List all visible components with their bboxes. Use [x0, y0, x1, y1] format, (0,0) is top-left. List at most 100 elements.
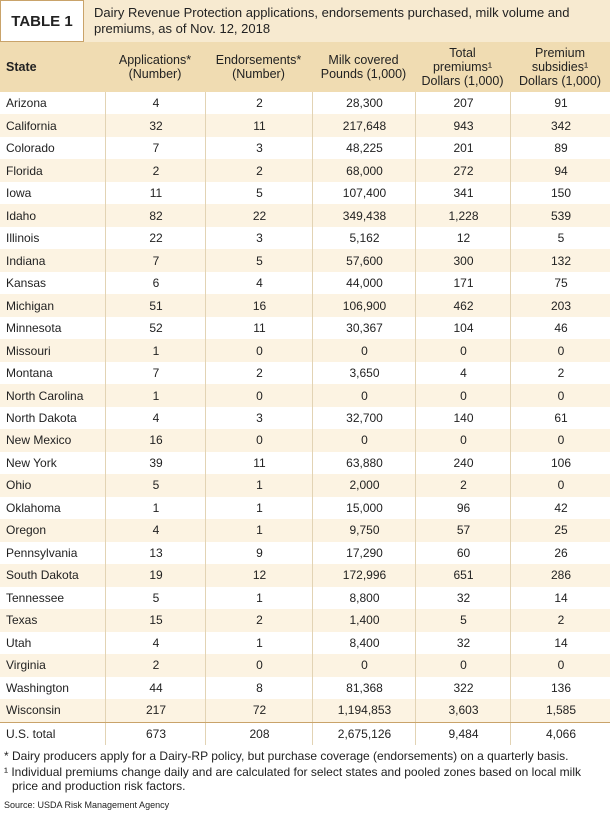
table-cell: 46: [510, 316, 610, 340]
table-row: Oregon 4 1 9,750 57 25: [0, 519, 610, 542]
table-cell: 16: [105, 429, 206, 452]
table-cell: 42: [510, 496, 610, 520]
table-cell: 4: [105, 406, 206, 430]
table-cell: 32,700: [312, 406, 416, 430]
table-cell: 19: [105, 564, 206, 587]
column-header: Milk covered Pounds (1,000): [312, 42, 415, 92]
table-cell: 7: [105, 136, 206, 160]
table-cell: 140: [415, 406, 511, 430]
state-name: Iowa: [6, 186, 32, 201]
state-name: Minnesota: [6, 321, 62, 336]
table-cell: 6: [105, 271, 206, 295]
table-cell: 1: [205, 474, 313, 497]
table-row: Tennessee 5 1 8,800 32 14: [0, 586, 610, 610]
table-cell: 1: [205, 496, 313, 520]
table-cell: 17,290: [312, 541, 416, 565]
table-cell: 171: [415, 271, 511, 295]
header-row: State Applications* (Number) Endorsements*(…: [0, 42, 610, 92]
table-cell: 9,750: [312, 519, 416, 542]
table-cell: 2: [510, 609, 610, 632]
table-cell: 106,900: [312, 294, 416, 317]
table-row: Idaho 82 22 349,438 1,228 539: [0, 204, 610, 227]
table-row: New York 39 11 63,880 240 106: [0, 451, 610, 475]
state-name: Idaho: [6, 208, 37, 223]
table-cell: 0: [415, 654, 511, 677]
table-cell: 7: [105, 361, 206, 385]
table-row: Wisconsin 217 72 1,194,853 3,603 1,585: [0, 699, 610, 722]
state-name: Missouri: [6, 343, 51, 358]
table-cell: 5: [510, 226, 610, 250]
table-cell: 3: [205, 406, 313, 430]
table-cell: 39: [105, 451, 206, 475]
table-cell: 3: [205, 136, 313, 160]
table-cell: 0: [510, 474, 610, 497]
table-cell: 2: [105, 159, 206, 182]
table-cell: 4: [105, 631, 206, 655]
table-cell: 2,000: [312, 474, 416, 497]
table-cell: 57,600: [312, 249, 416, 272]
table-row: Minnesota 52 11 30,367 104 46: [0, 316, 610, 340]
state-name: North Dakota: [6, 410, 77, 425]
table-cell: 0: [510, 429, 610, 452]
footnote: * Dairy producers apply for a Dairy-RP p…: [4, 749, 569, 763]
table-cell: 286: [510, 564, 610, 587]
column-header: State: [0, 42, 111, 92]
table-cell: 5: [105, 586, 206, 610]
table-cell: 57: [415, 519, 511, 542]
table-cell: 5: [415, 609, 511, 632]
table-cell: 150: [510, 181, 610, 205]
state-name: Washington: [6, 680, 69, 695]
state-name: New York: [6, 455, 57, 470]
state-name: New Mexico: [6, 433, 72, 448]
table-cell: 44,000: [312, 271, 416, 295]
state-name: Kansas: [6, 276, 47, 291]
state-name: Wisconsin: [6, 703, 61, 718]
header-line: Total: [449, 46, 476, 60]
table-cell: 0: [415, 384, 511, 407]
column-header: Premium subsidies¹ Dollars (1,000): [510, 42, 610, 92]
table-row: Colorado 7 3 48,225 201 89: [0, 136, 610, 160]
source: Source: USDA Risk Management Agency: [4, 800, 170, 810]
table-row: Ohio 5 1 2,000 2 0: [0, 474, 610, 497]
table-cell: 342: [510, 114, 610, 137]
table-cell: 3: [205, 226, 313, 250]
table-cell: 5: [105, 474, 206, 497]
table-cell: 2: [205, 361, 313, 385]
table-cell: 0: [510, 654, 610, 677]
table-cell: 104: [415, 316, 511, 340]
table-cell: 52: [105, 316, 206, 340]
table-cell: 1: [105, 496, 206, 520]
table-cell: 26: [510, 541, 610, 565]
state-name: Colorado: [6, 141, 55, 156]
table-row: Florida 2 2 68,000 272 94: [0, 159, 610, 182]
table-cell: 60: [415, 541, 511, 565]
header-line: (Number): [128, 67, 182, 81]
table-cell: 68,000: [312, 159, 416, 182]
header-line: Premium: [534, 46, 585, 60]
table-cell: 9: [205, 541, 313, 565]
header-line: Endorsements*: [215, 53, 302, 67]
table-cell: 14: [510, 586, 610, 610]
header-line: subsidies¹: [531, 60, 589, 74]
state-name: Florida: [6, 163, 43, 178]
state-name: Tennessee: [6, 590, 65, 605]
header-line: Milk covered: [328, 53, 399, 67]
table-cell: 94: [510, 159, 610, 182]
table-cell: 1: [205, 586, 313, 610]
table-cell: 201: [415, 136, 511, 160]
state-name: Oklahoma: [6, 500, 61, 515]
table-row: Illinois 22 3 5,162 12 5: [0, 226, 610, 250]
table-cell: 8,400: [312, 631, 416, 655]
state-name: South Dakota: [6, 568, 79, 583]
state-name: Pennsylvania: [6, 545, 78, 560]
table-body: Arizona 4 2 28,300 207 91 California 32 11 217,64…: [0, 92, 610, 745]
state-name: Arizona: [6, 96, 47, 111]
table-row: Indiana 7 5 57,600 300 132: [0, 249, 610, 272]
table-cell: 208: [205, 722, 313, 745]
table-cell: 107,400: [312, 181, 416, 205]
table-cell: 11: [105, 181, 206, 205]
table-cell: 300: [415, 249, 511, 272]
table-cell: 0: [312, 339, 416, 362]
table-cell: 32: [415, 586, 511, 610]
